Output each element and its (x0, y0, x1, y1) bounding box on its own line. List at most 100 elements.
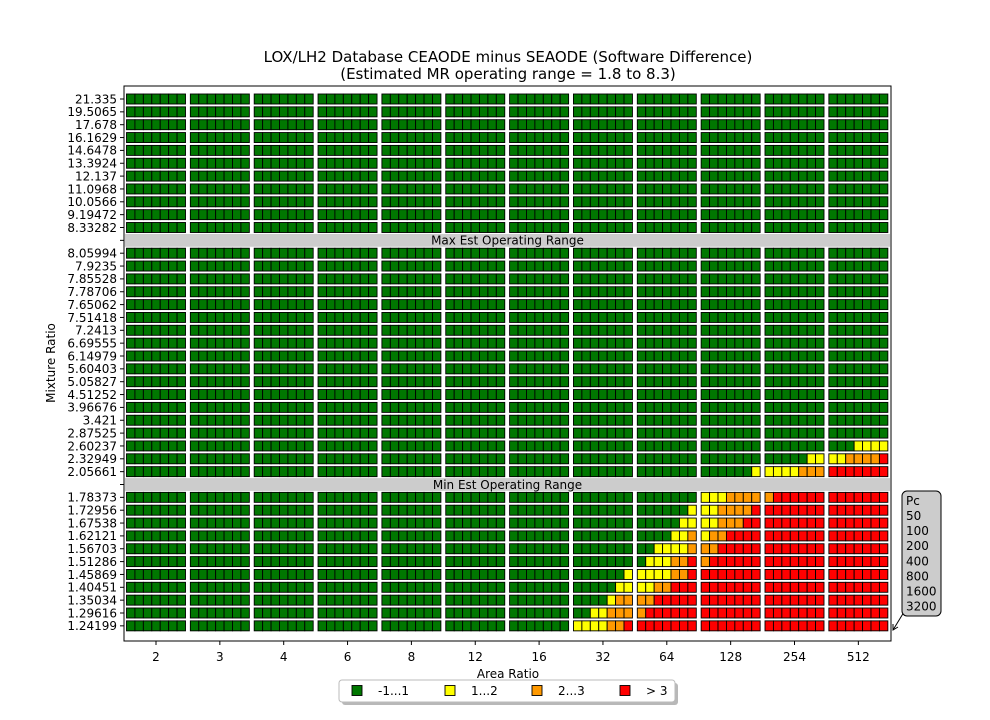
heatmap-cell (487, 157, 497, 169)
heatmap-cell (176, 363, 186, 375)
heatmap-cell (581, 517, 591, 529)
heatmap-cell (517, 299, 527, 311)
heatmap-cell (853, 517, 864, 529)
heatmap-cell (509, 389, 519, 400)
heatmap-cell (598, 196, 608, 208)
heatmap-cell (551, 543, 561, 555)
heatmap-cell (487, 170, 497, 182)
heatmap-cell (304, 299, 314, 311)
heatmap-cell (168, 427, 178, 439)
heatmap-cell (709, 324, 719, 336)
heatmap-cell (606, 466, 617, 478)
heatmap-cell (551, 376, 561, 388)
heatmap-cell (453, 119, 464, 131)
heatmap-cell (534, 299, 544, 311)
heatmap-cell (159, 607, 170, 619)
heatmap-cell (168, 466, 178, 478)
heatmap-cell (445, 312, 455, 323)
heatmap-cell (287, 556, 297, 568)
y-tick-label: 1.29616 (67, 606, 117, 620)
heatmap-cell (653, 620, 664, 632)
heatmap-cell (279, 556, 289, 568)
heatmap-cell (398, 157, 408, 169)
heatmap-cell (615, 620, 625, 632)
heatmap-cell (398, 620, 408, 632)
heatmap-cell (836, 453, 847, 465)
heatmap-cell (479, 286, 489, 298)
heatmap-cell (287, 491, 297, 503)
heatmap-cell (270, 581, 280, 593)
heatmap-cell (581, 312, 591, 323)
heatmap-cell (709, 620, 719, 632)
heatmap-cell (589, 569, 600, 580)
heatmap-cell (470, 581, 480, 593)
heatmap-cell (359, 389, 370, 400)
heatmap-cell (232, 466, 242, 478)
heatmap-cell (828, 427, 838, 439)
y-tick-label: 6.69555 (67, 336, 117, 350)
heatmap-cell (142, 222, 153, 233)
heatmap-cell (317, 273, 327, 285)
heatmap-cell (287, 286, 297, 298)
heatmap-cell (806, 376, 817, 388)
heatmap-cell (240, 247, 250, 259)
heatmap-cell (240, 119, 250, 131)
heatmap-cell (772, 414, 783, 426)
heatmap-cell (526, 466, 536, 478)
heatmap-cell (445, 119, 455, 131)
heatmap-cell (279, 594, 289, 606)
heatmap-cell (487, 504, 497, 516)
heatmap-cell (836, 620, 847, 632)
heatmap-cell (725, 222, 736, 233)
heatmap-cell (559, 427, 570, 439)
heatmap-cell (232, 363, 242, 375)
heatmap-cell (342, 466, 353, 478)
heatmap-cell (487, 607, 497, 619)
heatmap-cell (295, 337, 306, 349)
heatmap-cell (326, 222, 336, 233)
heatmap-cell (189, 312, 200, 323)
heatmap-cell (406, 466, 417, 478)
heatmap-cell (151, 376, 161, 388)
heatmap-cell (623, 196, 633, 208)
heatmap-cell (189, 594, 200, 606)
heatmap-cell (232, 299, 242, 311)
heatmap-cell (789, 299, 800, 311)
heatmap-cell (742, 260, 753, 272)
heatmap-cell (734, 119, 744, 131)
x-tick-label: 64 (659, 650, 674, 664)
heatmap-cell (206, 440, 217, 452)
heatmap-cell (240, 209, 250, 221)
heatmap-cell (781, 517, 791, 529)
heatmap-cell (304, 286, 314, 298)
heatmap-cell (662, 517, 672, 529)
heatmap-cell (326, 324, 336, 336)
heatmap-cell (206, 312, 217, 323)
heatmap-cell (573, 440, 583, 452)
heatmap-cell (845, 209, 855, 221)
heatmap-cell (700, 132, 711, 144)
heatmap-cell (406, 286, 417, 298)
heatmap-cell (326, 337, 336, 349)
heatmap-cell (215, 389, 225, 400)
heatmap-cell (415, 196, 425, 208)
heatmap-cell (772, 312, 783, 323)
heatmap-cell (342, 209, 353, 221)
heatmap-cell (270, 594, 280, 606)
heatmap-cell (406, 414, 417, 426)
heatmap-cell (606, 453, 617, 465)
heatmap-cell (623, 556, 633, 568)
heatmap-cell (351, 453, 361, 465)
heatmap-cell (304, 401, 314, 413)
heatmap-cell (326, 491, 336, 503)
heatmap-cell (862, 299, 872, 311)
heatmap-cell (853, 363, 864, 375)
heatmap-cell (368, 569, 378, 580)
heatmap-cell (270, 312, 280, 323)
heatmap-cell (470, 93, 480, 105)
heatmap-cell (653, 556, 664, 568)
heatmap-cell (134, 299, 144, 311)
heatmap-cell (670, 260, 680, 272)
heatmap-cell (389, 427, 400, 439)
heatmap-cell (589, 607, 600, 619)
